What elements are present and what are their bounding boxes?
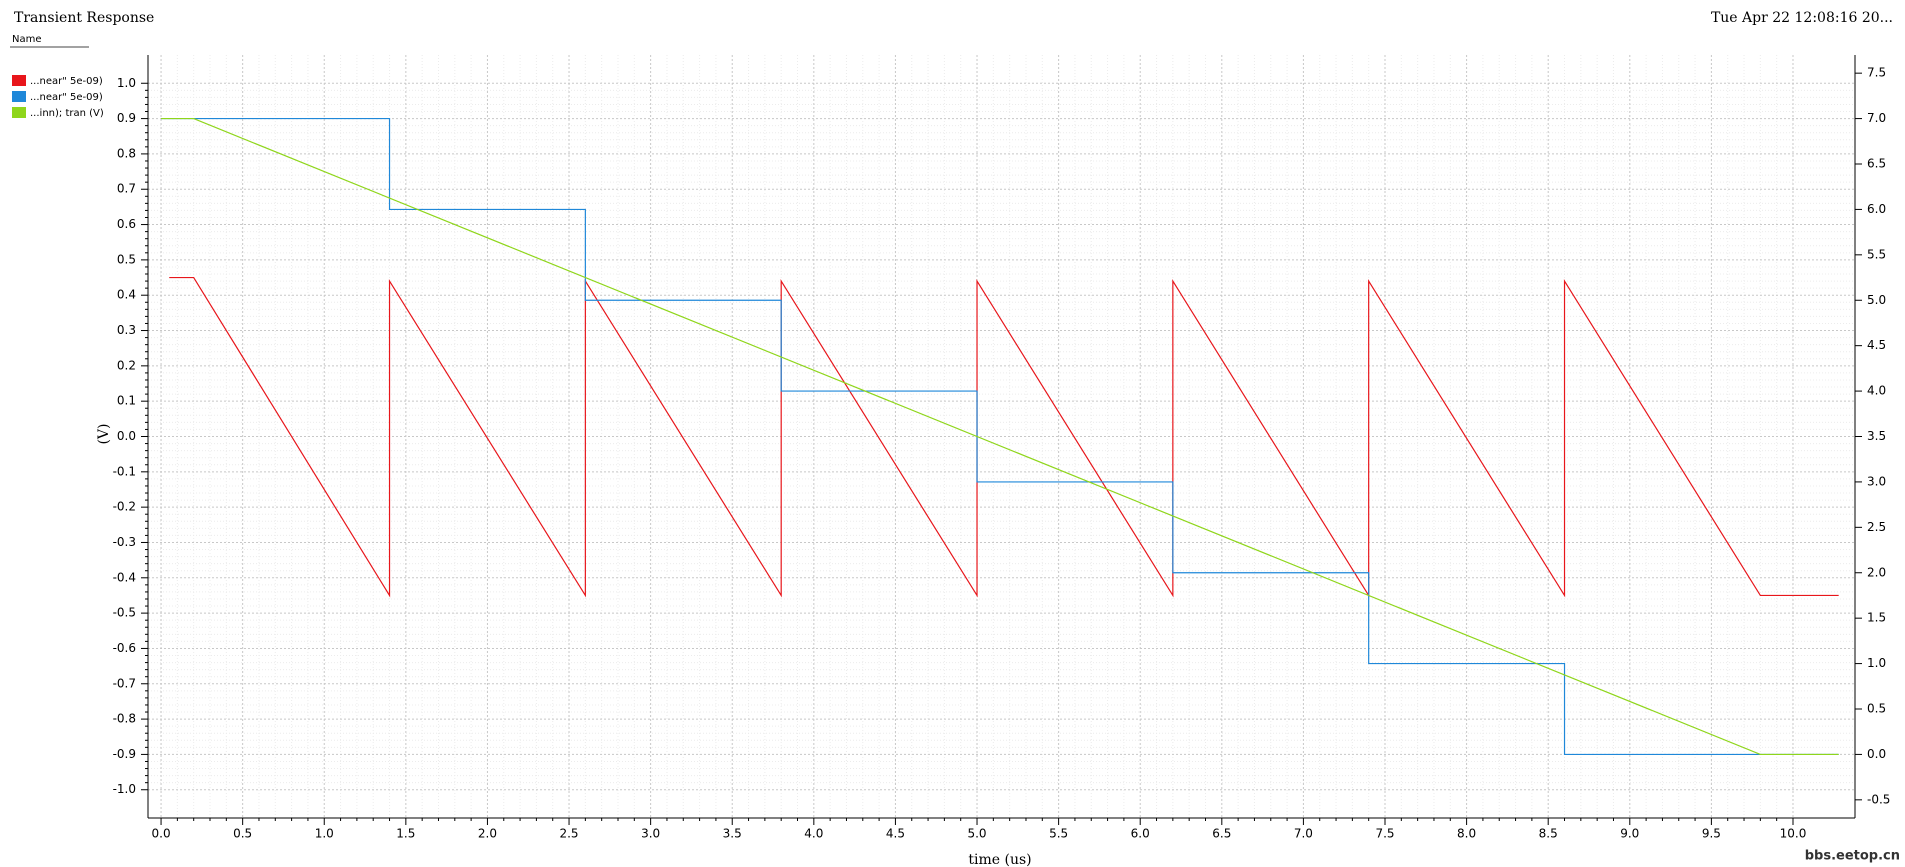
- x-tick-label: 10.0: [1780, 827, 1807, 841]
- y-tick-label: 0.6: [117, 217, 136, 231]
- x-tick-label: 7.5: [1375, 827, 1394, 841]
- series-line: [161, 117, 1839, 756]
- chart-title: Transient Response: [14, 10, 154, 26]
- x-tick-label: 9.0: [1620, 827, 1639, 841]
- legend-header: Name: [12, 34, 42, 45]
- y-tick-label: 1.0: [117, 76, 136, 90]
- y-tick-label: 0.8: [117, 146, 136, 160]
- y-tick-label: -0.8: [113, 712, 136, 726]
- y2-tick-label: 5.0: [1867, 293, 1886, 307]
- y-tick-label: 0.7: [117, 182, 136, 196]
- y-tick-label: -0.2: [113, 500, 136, 514]
- y2-tick-label: 7.0: [1867, 111, 1886, 125]
- y-tick-label: -0.5: [113, 606, 136, 620]
- y2-tick-label: 6.0: [1867, 202, 1886, 216]
- y2-tick-label: 5.5: [1867, 247, 1886, 261]
- legend-label: ...near" 5e-09): [30, 76, 103, 87]
- y-tick-label: -0.9: [113, 747, 136, 761]
- y-axis-label: (V): [96, 423, 112, 444]
- y2-tick-label: 7.5: [1867, 66, 1886, 80]
- x-tick-label: 4.5: [886, 827, 905, 841]
- legend-swatch: [12, 107, 26, 118]
- y-tick-label: 0.2: [117, 358, 136, 372]
- x-tick-label: 1.0: [315, 827, 334, 841]
- y-tick-label: 0.9: [117, 111, 136, 125]
- x-tick-label: 6.0: [1131, 827, 1150, 841]
- y-tick-label: -0.4: [113, 570, 136, 584]
- legend-swatch: [12, 75, 26, 86]
- x-tick-label: 9.5: [1702, 827, 1721, 841]
- y2-tick-label: 1.0: [1867, 656, 1886, 670]
- x-tick-label: 3.0: [641, 827, 660, 841]
- x-tick-label: 8.0: [1457, 827, 1476, 841]
- y-tick-label: -0.7: [113, 676, 136, 690]
- y2-tick-label: 0.0: [1867, 747, 1886, 761]
- x-tick-label: 0.5: [233, 827, 252, 841]
- y2-tick-label: 3.5: [1867, 429, 1886, 443]
- x-tick-label: 4.0: [804, 827, 823, 841]
- y-tick-label: 0.3: [117, 323, 136, 337]
- y-tick-label: 0.4: [117, 288, 136, 302]
- x-tick-label: 6.5: [1212, 827, 1231, 841]
- y-tick-label: 0.5: [117, 252, 136, 266]
- y2-tick-label: 1.5: [1867, 611, 1886, 625]
- y2-tick-label: 6.5: [1867, 157, 1886, 171]
- x-tick-label: 1.5: [396, 827, 415, 841]
- y-tick-label: 0.1: [117, 394, 136, 408]
- y-tick-label: -0.1: [113, 464, 136, 478]
- legend-label: ...near" 5e-09): [30, 92, 103, 103]
- y2-tick-label: 2.0: [1867, 565, 1886, 579]
- y2-tick-label: 4.0: [1867, 384, 1886, 398]
- x-tick-label: 8.5: [1539, 827, 1558, 841]
- y-tick-label: 0.0: [117, 429, 136, 443]
- x-tick-label: 7.0: [1294, 827, 1313, 841]
- timestamp: Tue Apr 22 12:08:16 20...: [1711, 10, 1893, 26]
- x-tick-label: 3.5: [723, 827, 742, 841]
- x-axis-label: time (us): [968, 852, 1031, 867]
- x-tick-label: 0.0: [152, 827, 171, 841]
- y2-tick-label: 4.5: [1867, 338, 1886, 352]
- x-tick-label: 2.0: [478, 827, 497, 841]
- y2-tick-label: 0.5: [1867, 702, 1886, 716]
- y-tick-label: -0.6: [113, 641, 136, 655]
- y-tick-label: -0.3: [113, 535, 136, 549]
- y2-tick-label: -0.5: [1867, 792, 1890, 806]
- x-tick-label: 5.5: [1049, 827, 1068, 841]
- legend-swatch: [12, 91, 26, 102]
- legend-label: ...inn); tran (V): [30, 108, 104, 119]
- watermark: bbs.eetop.cn: [1805, 849, 1900, 864]
- y-tick-label: -1.0: [113, 782, 136, 796]
- x-tick-label: 2.5: [559, 827, 578, 841]
- y2-tick-label: 2.5: [1867, 520, 1886, 534]
- y2-tick-label: 3.0: [1867, 474, 1886, 488]
- x-tick-label: 5.0: [967, 827, 986, 841]
